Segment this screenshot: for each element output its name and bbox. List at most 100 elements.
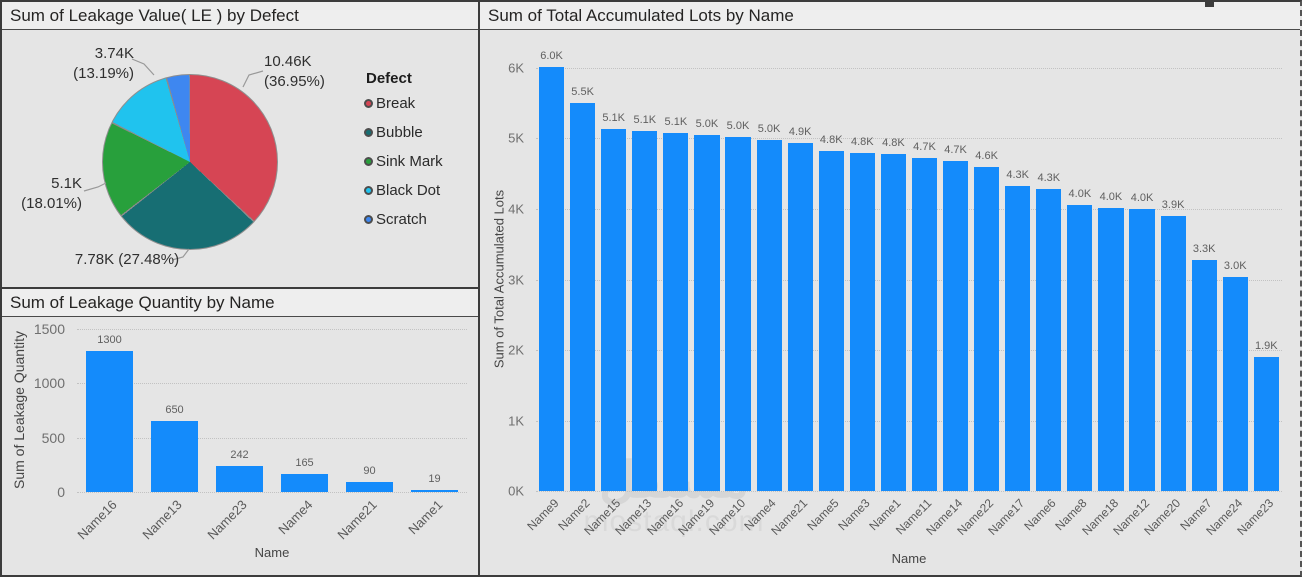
pie-legend: Defect Break Bubble Sink Mark Black Dot Scra… <box>364 70 443 240</box>
x-tick-label: Name13 <box>139 497 186 543</box>
bar-Name15[interactable] <box>601 128 627 491</box>
callout-black-dot-value: 3.74K <box>94 45 134 62</box>
bar-group-Name9: 6.0K Name9 <box>524 50 567 533</box>
bar-Name11[interactable] <box>911 158 938 491</box>
bar-group-Name23: 242 Name23 <box>205 329 272 542</box>
bar-group-Name11: 4.7K Name11 <box>893 68 940 537</box>
gridline <box>77 492 467 493</box>
bar-Name9[interactable] <box>538 67 565 491</box>
legend-title: Defect <box>366 70 412 87</box>
watermark-site: mostaql.com <box>583 505 765 538</box>
bar-group-Name22: 4.6K Name22 <box>955 68 1002 538</box>
bar-group-Name15: 5.1K Name15 <box>582 68 629 538</box>
bar-value-label: 242 <box>230 448 249 461</box>
bar-Name20[interactable] <box>1160 216 1186 491</box>
bar-value-label: 6.0K <box>540 50 563 63</box>
lots-plot-area: 6.0K Name9 5.5K Name2 5.1K Name15 5.1K Name13 5.… <box>524 50 1282 538</box>
legend-bullet-icon <box>364 99 373 108</box>
qty-gridlines <box>77 329 467 493</box>
callout-break-pct: (36.95%) <box>264 73 325 90</box>
legend-item-label: Break <box>376 95 416 112</box>
bar-value-label: 5.1K <box>602 111 626 124</box>
legend-item-sink-mark[interactable]: Sink Mark <box>364 153 443 170</box>
lots-y-axis-ticks: 6K 5K 4K 3K 2K 1K 0K <box>480 61 530 499</box>
gridline <box>536 420 1282 422</box>
bar-value-label: 3.9K <box>1161 199 1185 212</box>
bar-Name21[interactable] <box>345 482 394 492</box>
leakage-quantity-panel: Sum of Leakage Quantity by Name Sum of L… <box>2 289 480 575</box>
bar-value-label: 5.1K <box>633 114 657 127</box>
legend-item-break[interactable]: Break <box>364 95 443 112</box>
bar-group-Name13: 5.1K Name13 <box>613 68 660 538</box>
bar-value-label: 4.8K <box>850 135 874 148</box>
y-tick-label: 3K <box>508 272 524 287</box>
bar-Name23[interactable] <box>1253 357 1279 491</box>
selection-handle-icon <box>1205 2 1214 7</box>
bar-group-Name16: 1300 Name16 <box>75 329 142 542</box>
bar-group-Name18: 4.0K Name18 <box>1079 68 1126 538</box>
bar-Name19[interactable] <box>694 134 720 491</box>
bar-value-label: 19 <box>428 472 441 485</box>
bar-value-label: 4.0K <box>1068 188 1092 201</box>
qty-y-axis-ticks: 1500 1000 500 0 <box>2 321 71 500</box>
bar-group-Name8: 4.0K Name8 <box>1053 68 1095 533</box>
bar-Name4[interactable] <box>756 139 782 491</box>
lots-x-axis-title: Name <box>891 551 927 566</box>
bar-Name16[interactable] <box>85 350 134 492</box>
legend-item-label: Sink Mark <box>376 153 443 170</box>
bar-Name4[interactable] <box>280 474 329 492</box>
bar-Name8[interactable] <box>1067 205 1093 491</box>
bar-Name16[interactable] <box>663 132 689 491</box>
gridline <box>536 349 1282 351</box>
x-tick-label: Name21 <box>334 497 381 543</box>
legend-item-scratch[interactable]: Scratch <box>364 211 443 228</box>
bar-value-label: 4.7K <box>913 141 936 154</box>
bar-value-label: 4.8K <box>882 137 905 150</box>
bar-value-label: 5.5K <box>571 86 594 99</box>
y-tick-label: 4K <box>508 201 524 217</box>
bar-Name13[interactable] <box>632 131 658 491</box>
legend-bullet-icon <box>364 215 373 224</box>
callout-break: 10.46K (36.95%) <box>264 52 325 92</box>
bar-group-Name16: 5.1K Name16 <box>644 68 691 538</box>
bar-Name1[interactable] <box>880 154 906 491</box>
bar-value-label: 165 <box>295 457 314 470</box>
legend-item-label: Bubble <box>376 124 423 141</box>
bar-Name10[interactable] <box>725 137 751 491</box>
bar-Name22[interactable] <box>974 166 1000 491</box>
bar-Name6[interactable] <box>1036 189 1062 491</box>
bar-group-Name3: 4.8K Name3 <box>835 68 878 533</box>
bar-value-label: 4.8K <box>819 134 843 147</box>
leakage-quantity-title: Sum of Leakage Quantity by Name <box>2 289 478 317</box>
bar-Name17[interactable] <box>1005 186 1031 491</box>
bar-Name2[interactable] <box>570 103 596 491</box>
bar-value-label: 4.7K <box>944 144 967 157</box>
accumulated-lots-panel: مستقل mostaql.com Sum of Total Accumulat… <box>480 2 1300 575</box>
bar-group-Name7: 3.3K Name7 <box>1177 68 1220 533</box>
bar-value-label: 90 <box>363 465 376 478</box>
bar-Name23[interactable] <box>215 465 264 492</box>
callout-bubble-value: 7.78K (27.48%) <box>74 251 180 268</box>
pie[interactable] <box>102 74 278 250</box>
y-tick-label: 1500 <box>33 321 65 337</box>
gridline <box>536 208 1282 210</box>
bar-Name18[interactable] <box>1098 207 1124 491</box>
bar-Name14[interactable] <box>942 161 969 491</box>
bar-Name1[interactable] <box>410 489 459 492</box>
bar-value-label: 5.0K <box>757 122 781 135</box>
callout-bubble: 7.78K (27.48%) <box>57 250 197 270</box>
bar-Name7[interactable] <box>1191 259 1217 491</box>
bar-value-label: 5.0K <box>726 120 750 133</box>
bar-Name5[interactable] <box>818 151 844 491</box>
bar-Name12[interactable] <box>1129 209 1155 491</box>
gridline <box>536 68 1282 69</box>
bar-group-Name6: 4.3K Name6 <box>1021 68 1064 533</box>
bar-Name3[interactable] <box>849 152 875 491</box>
legend-bullet-icon <box>364 186 373 195</box>
legend-item-bubble[interactable]: Bubble <box>364 124 443 141</box>
bar-Name24[interactable] <box>1222 276 1248 491</box>
bar-Name21[interactable] <box>787 143 813 491</box>
bar-Name13[interactable] <box>150 421 199 492</box>
legend-item-black-dot[interactable]: Black Dot <box>364 182 443 199</box>
x-tick-label: Name5 <box>803 496 842 534</box>
